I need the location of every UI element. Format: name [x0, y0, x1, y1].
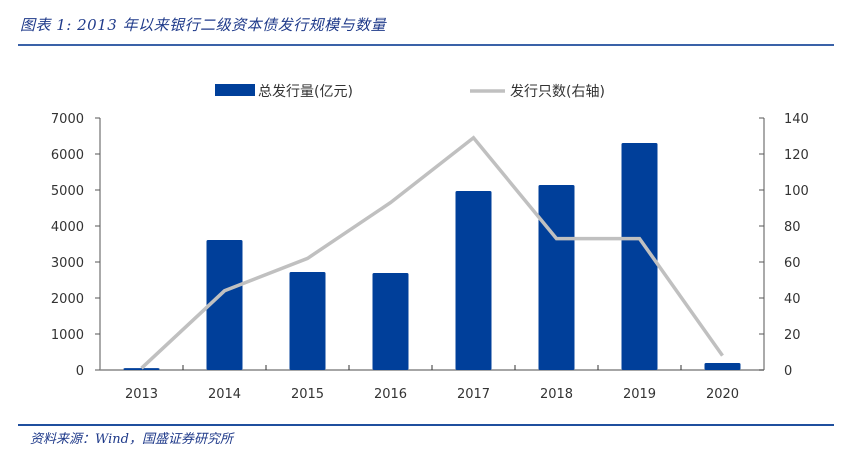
legend: 总发行量(亿元) 发行只数(右轴) — [215, 84, 605, 100]
right-tick-label: 80 — [784, 220, 801, 235]
figure-title: 图表 1: 2013 年以来银行二级资本债发行规模与数量 — [20, 16, 387, 34]
x-tick-label: 2020 — [706, 387, 739, 402]
legend-bar-label: 总发行量(亿元) — [258, 84, 353, 100]
left-tick-label: 3000 — [51, 256, 84, 271]
bar — [372, 273, 409, 370]
left-tick-label: 2000 — [51, 292, 84, 307]
line-series — [140, 135, 724, 370]
right-tick-label: 40 — [784, 292, 801, 307]
x-tick-label: 2013 — [125, 387, 158, 402]
bar — [206, 240, 243, 370]
source-note: 资料来源：Wind，国盛证券研究所 — [30, 432, 233, 447]
left-tick-label: 5000 — [51, 184, 84, 199]
bar — [704, 363, 741, 370]
title-divider — [18, 44, 834, 46]
bar — [621, 142, 658, 370]
bar — [123, 368, 160, 370]
left-tick-label: 7000 — [51, 112, 84, 127]
legend-bar-swatch — [215, 84, 255, 96]
bar — [538, 184, 575, 370]
bar — [455, 191, 492, 370]
legend-line-label: 发行只数(右轴) — [510, 84, 605, 100]
left-tick-label: 0 — [76, 364, 84, 379]
bar — [289, 272, 326, 370]
left-tick-label: 6000 — [51, 148, 84, 163]
x-tick-label: 2017 — [457, 387, 490, 402]
right-tick-label: 60 — [784, 256, 801, 271]
source-divider — [18, 424, 834, 426]
x-tick-label: 2018 — [540, 387, 573, 402]
right-tick-label: 140 — [784, 112, 809, 127]
x-tick-label: 2019 — [623, 387, 656, 402]
combo-chart: 总发行量(亿元) 发行只数(右轴) 01000200030004000500060… — [51, 84, 809, 402]
right-tick-label: 100 — [784, 184, 809, 199]
right-tick-label: 120 — [784, 148, 809, 163]
right-tick-label: 20 — [784, 328, 801, 343]
x-tick-label: 2016 — [374, 387, 407, 402]
left-tick-label: 1000 — [51, 328, 84, 343]
line-path — [140, 135, 724, 370]
x-tick-label: 2014 — [208, 387, 241, 402]
left-tick-label: 4000 — [51, 220, 84, 235]
x-tick-label: 2015 — [291, 387, 324, 402]
axes: 0 1000 2000 3000 4000 5000 6000 7000 0 20 40 60 80 10… — [51, 112, 809, 402]
right-tick-label: 0 — [784, 364, 792, 379]
bar-series — [123, 142, 741, 370]
